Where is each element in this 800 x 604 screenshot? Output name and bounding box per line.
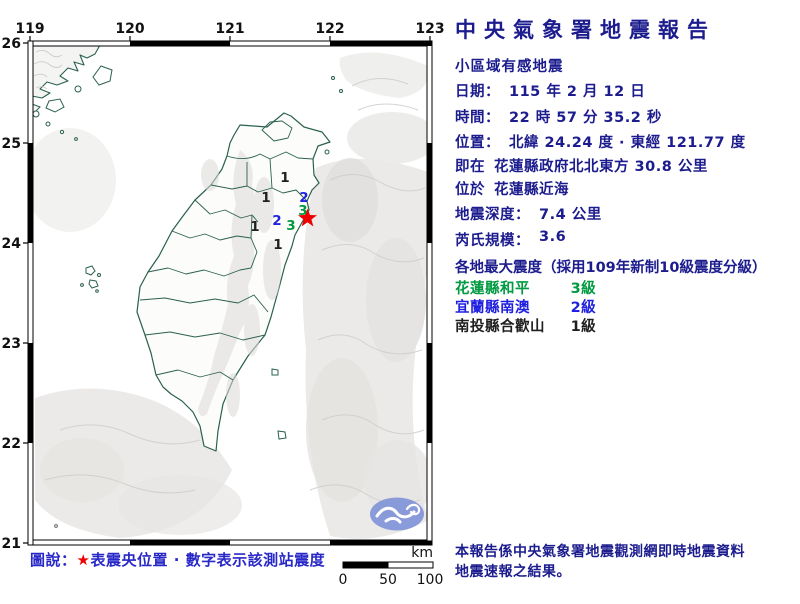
penghu-islands bbox=[80, 265, 101, 293]
offshore-islands bbox=[53, 76, 343, 529]
station-name: 南投縣合歡山 bbox=[455, 319, 545, 335]
field-value: 花蓮縣政府北北東方 30.8 公里 bbox=[494, 159, 708, 175]
report-title: 中央氣象署地震報告 bbox=[455, 18, 716, 42]
legend-star-icon: ★ bbox=[76, 551, 91, 569]
lat-tick-label: 25 bbox=[2, 136, 21, 152]
cwa-logo bbox=[370, 497, 424, 531]
field-magnitude: 芮氏規模： 3.6 bbox=[455, 229, 566, 250]
mainland-coast bbox=[32, 45, 113, 141]
legend-prefix: 圖說： bbox=[30, 551, 77, 569]
station-row: 花蓮縣和平 3級 bbox=[455, 277, 596, 298]
field-time: 時間： 22 時 57 分 35.2 秒 bbox=[455, 106, 662, 127]
scale-tick-label: 100 bbox=[417, 572, 444, 588]
station-intensity-mark: 3 bbox=[286, 218, 295, 234]
lon-tick-label: 123 bbox=[415, 21, 444, 37]
station-intensity-mark: 1 bbox=[273, 237, 282, 253]
earthquake-map-panel: 1 1 2 3 2 3 1 1 bbox=[2, 21, 445, 588]
station-intensity-mark: 2 bbox=[299, 190, 308, 206]
station-row: 宜蘭縣南澳 2級 bbox=[455, 296, 596, 317]
station-intensity: 1級 bbox=[570, 319, 597, 335]
field-relative-location: 即在 花蓮縣政府北北東方 30.8 公里 bbox=[455, 155, 708, 176]
field-value: 3.6 bbox=[539, 229, 567, 245]
station-intensity: 2級 bbox=[570, 300, 597, 316]
lat-tick-label: 21 bbox=[2, 536, 21, 552]
lat-tick-label: 26 bbox=[2, 36, 21, 52]
field-value: 花蓮縣近海 bbox=[494, 182, 569, 198]
station-intensity-mark: 1 bbox=[280, 170, 289, 186]
field-label: 位於 bbox=[455, 182, 485, 198]
county-boundaries bbox=[139, 120, 314, 381]
station-row: 南投縣合歡山 1級 bbox=[455, 315, 596, 336]
lat-tick-label: 24 bbox=[2, 236, 22, 252]
field-value: 115 年 2 月 12 日 bbox=[509, 84, 646, 100]
field-label: 時間： bbox=[455, 110, 500, 126]
field-area: 位於 花蓮縣近海 bbox=[455, 178, 569, 199]
map-frame bbox=[23, 36, 433, 546]
report-panel: 中央氣象署地震報告 小區域有感地震 日期： 115 年 2 月 12 日 時間：… bbox=[455, 0, 800, 600]
mountain-relief bbox=[198, 150, 281, 417]
field-value: 北緯 24.24 度 · 東經 121.77 度 bbox=[509, 135, 746, 151]
station-name: 宜蘭縣南澳 bbox=[455, 300, 530, 316]
station-intensity-mark: 1 bbox=[250, 219, 259, 235]
report-footnote-line2: 地震速報之結果。 bbox=[455, 564, 571, 580]
map-art: 1 1 2 3 2 3 1 1 bbox=[32, 45, 428, 541]
scale-tick-label: 50 bbox=[379, 572, 397, 588]
lon-tick-label: 121 bbox=[215, 21, 244, 37]
lon-tick-label: 122 bbox=[315, 21, 344, 37]
field-label: 地震深度： bbox=[455, 207, 530, 223]
station-intensity-mark: 3 bbox=[298, 203, 307, 219]
field-label: 即在 bbox=[455, 159, 485, 175]
bathymetry-relief bbox=[32, 52, 428, 539]
lat-tick-label: 22 bbox=[2, 436, 21, 452]
scale-tick-label: 0 bbox=[339, 572, 348, 588]
field-label: 位置： bbox=[455, 135, 500, 151]
report-footnote-line1: 本報告係中央氣象署地震觀測網即時地震資料 bbox=[455, 544, 745, 560]
epicenter-star bbox=[298, 208, 317, 227]
field-depth: 地震深度： 7.4 公里 bbox=[455, 203, 602, 224]
station-name: 花蓮縣和平 bbox=[455, 281, 530, 297]
report-subtitle: 小區域有感地震 bbox=[455, 59, 564, 75]
field-date: 日期： 115 年 2 月 12 日 bbox=[455, 80, 645, 101]
scale-unit-label: km bbox=[411, 545, 433, 561]
lon-tick-label: 119 bbox=[15, 21, 44, 37]
lon-tick-label: 120 bbox=[115, 21, 144, 37]
scale-bar: km 0 50 100 bbox=[339, 545, 444, 588]
station-intensity: 3級 bbox=[570, 281, 597, 297]
intensity-section-title: 各地最大震度（採用109年新制10級震度分級） bbox=[455, 260, 767, 276]
field-label: 日期： bbox=[455, 84, 500, 100]
taiwan-map: 1 1 2 3 2 3 1 1 bbox=[2, 21, 445, 588]
station-intensity-mark: 1 bbox=[261, 190, 270, 206]
lat-tick-label: 23 bbox=[2, 336, 21, 352]
legend-text: 表震央位置 · 數字表示該測站震度 bbox=[90, 551, 326, 569]
latitude-axis: 26 25 24 23 22 21 bbox=[2, 36, 22, 552]
station-intensity-mark: 2 bbox=[272, 213, 281, 229]
field-label: 芮氏規模： bbox=[455, 233, 530, 249]
map-legend: 圖說：★表震央位置 · 數字表示該測站震度 bbox=[30, 549, 325, 570]
field-value: 22 時 57 分 35.2 秒 bbox=[509, 110, 662, 126]
field-value: 7.4 公里 bbox=[539, 207, 602, 223]
field-location: 位置： 北緯 24.24 度 · 東經 121.77 度 bbox=[455, 131, 746, 152]
longitude-axis: 119 120 121 122 123 bbox=[15, 21, 444, 37]
